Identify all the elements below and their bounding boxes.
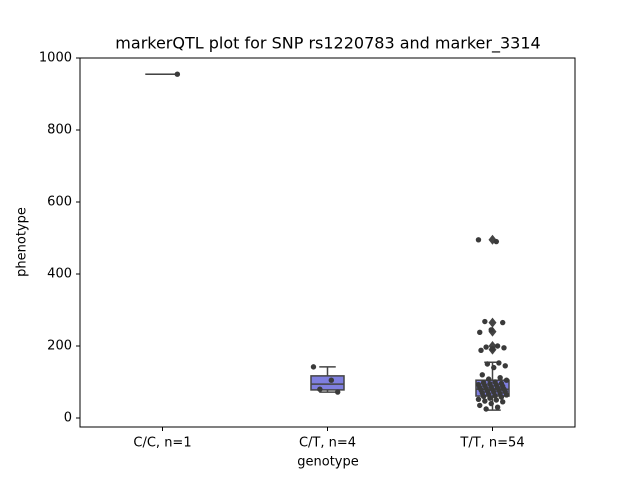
strip-point	[503, 392, 510, 398]
strip-point	[484, 361, 491, 367]
strip-point	[328, 377, 335, 383]
strip-point	[335, 389, 341, 395]
strip-point	[491, 364, 497, 371]
flier	[488, 317, 497, 328]
strip-point	[503, 377, 510, 383]
strip-point	[477, 402, 483, 409]
strip-point	[488, 327, 494, 333]
strip-point	[502, 363, 508, 369]
y-tick-label: 1000	[39, 51, 72, 66]
box	[310, 375, 345, 391]
strip-point	[485, 376, 492, 382]
y-tick-label: 200	[47, 339, 72, 354]
x-tick-label: C/T, n=4	[299, 436, 356, 451]
strip-point	[498, 394, 505, 400]
strip-point	[482, 318, 488, 325]
strip-point	[483, 344, 489, 350]
y-tick-label: 400	[47, 267, 72, 282]
strip-point	[492, 392, 498, 399]
strip-point	[489, 346, 496, 352]
chart-title: markerQTL plot for SNP rs1220783 and mar…	[115, 34, 540, 54]
strip-point	[480, 393, 487, 400]
strip-point	[475, 396, 482, 402]
y-tick-label: 600	[47, 195, 72, 210]
strip-point	[477, 329, 483, 336]
x-axis-label: genotype	[297, 455, 358, 470]
strip-point	[493, 397, 500, 403]
y-axis-label: phenotype	[15, 207, 30, 277]
strip-point	[482, 398, 488, 404]
strip-point	[494, 343, 501, 349]
strip-point	[500, 319, 506, 326]
strip-point	[496, 360, 502, 366]
strip-point	[494, 404, 501, 410]
strip-point	[174, 71, 181, 77]
strip-point	[487, 395, 493, 401]
strip-point	[500, 399, 506, 405]
x-tick-label: C/C, n=1	[133, 436, 191, 451]
strip-point	[317, 386, 323, 392]
strip-point	[478, 347, 484, 354]
y-tick-label: 0	[64, 411, 72, 426]
strip-point	[479, 372, 485, 378]
strip-point	[483, 406, 489, 412]
strip-point	[488, 400, 494, 407]
strip-point	[493, 238, 500, 245]
strip-point	[497, 374, 503, 381]
strip-point	[475, 237, 482, 243]
strip-point	[310, 364, 317, 370]
x-tick-label: T/T, n=54	[459, 436, 524, 451]
strip-point	[501, 345, 507, 351]
y-tick-label: 800	[47, 123, 72, 138]
